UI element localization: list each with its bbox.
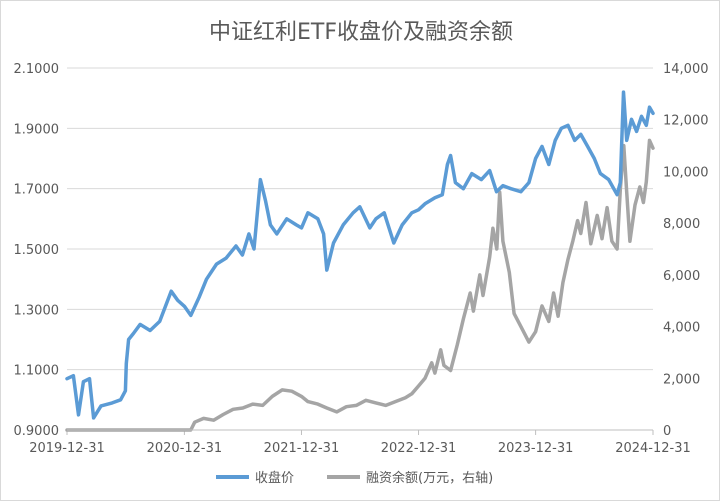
- y-right-tick-label: 4,000: [663, 321, 700, 336]
- legend-label-financing-balance: 融资余额(万元，右轴): [366, 470, 493, 486]
- series-lines: [65, 90, 655, 432]
- x-tick-label: 2022-12-31: [381, 441, 457, 456]
- legend-label-close-price: 收盘价: [255, 470, 294, 486]
- y-left-tick-label: 2.1000: [14, 62, 60, 77]
- series-line-financing-balance: [65, 138, 655, 432]
- y-left-tick-label: 1.5000: [14, 243, 60, 258]
- x-tick-label: 2019-12-31: [29, 441, 105, 456]
- y-right-tick-label: 14,000: [663, 62, 709, 77]
- y-left-tick-label: 0.9000: [14, 424, 60, 439]
- x-tick-label: 2023-12-31: [498, 441, 574, 456]
- y-left-ticks: 0.9000 1.1000 1.3000 1.5000 1.7000 1.9000 2.10…: [14, 62, 60, 439]
- x-tick-label: 2024-12-31: [615, 441, 691, 456]
- y-right-tick-label: 6,000: [663, 269, 700, 284]
- y-left-tick-label: 1.9000: [14, 122, 60, 137]
- y-right-tick-label: 0: [663, 424, 671, 439]
- y-right-tick-label: 10,000: [663, 165, 709, 180]
- series-line-close-price: [65, 90, 655, 420]
- y-right-ticks: 0 2,000 4,000 6,000 8,000 10,000 12,000 14,000: [663, 62, 709, 439]
- x-ticks: 2019-12-31 2020-12-31 2021-12-31 2022-12-31…: [29, 430, 691, 456]
- y-right-tick-label: 8,000: [663, 217, 700, 232]
- y-right-tick-label: 2,000: [663, 372, 700, 387]
- y-left-tick-label: 1.3000: [14, 303, 60, 318]
- legend: 收盘价 融资余额(万元，右轴): [216, 470, 493, 486]
- y-left-tick-label: 1.7000: [14, 183, 60, 198]
- y-left-tick-label: 1.1000: [14, 364, 60, 379]
- x-tick-label: 2020-12-31: [147, 441, 223, 456]
- x-tick-label: 2021-12-31: [264, 441, 340, 456]
- y-right-tick-label: 12,000: [663, 114, 709, 129]
- chart-title: 中证红利ETF收盘价及融资余额: [209, 20, 513, 45]
